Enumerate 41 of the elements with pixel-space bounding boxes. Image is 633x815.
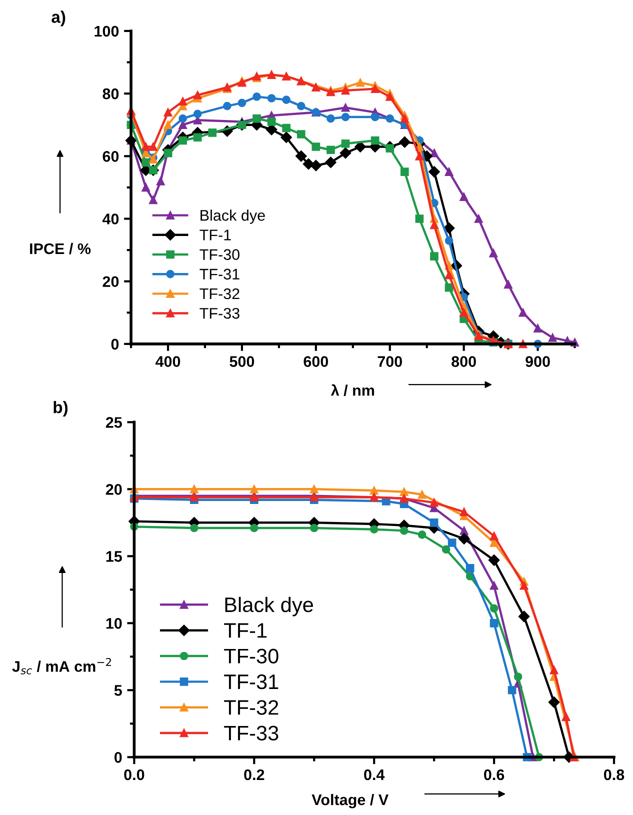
- legend-label: Black dye: [200, 210, 265, 224]
- text: b): [54, 401, 68, 417]
- y-axis-title: IPCE / %: [30, 242, 91, 254]
- y-tick-label: 10: [106, 618, 122, 629]
- x-tick-label: 500: [230, 356, 254, 367]
- x-axis-title: Voltage / V: [312, 794, 388, 808]
- y-tick-label: 20: [106, 484, 122, 495]
- y-tick-label: 80: [102, 88, 119, 100]
- legend-label: TF-31: [224, 674, 278, 690]
- y-tick-label: 25: [106, 417, 122, 428]
- legend-label: TF-32: [200, 288, 240, 300]
- y-tick-label: 0: [111, 338, 119, 350]
- y-tick-label: 15: [106, 551, 122, 562]
- legend-label: TF-30: [200, 249, 240, 260]
- legend-label: TF-33: [200, 308, 240, 319]
- x-tick-label: 0.4: [364, 769, 385, 780]
- y-tick-label: 0: [114, 752, 122, 763]
- legend-label: TF-30: [224, 648, 278, 664]
- y-tick-label: 100: [94, 26, 119, 37]
- legend-label: TF-1: [224, 623, 267, 638]
- y-tick-label: 60: [102, 151, 119, 162]
- text: a): [52, 10, 66, 26]
- x-tick-label: 800: [452, 356, 476, 367]
- x-tick-label: 0.6: [484, 769, 504, 780]
- legend-label: TF-31: [200, 268, 240, 280]
- y-axis-title: J$_{sc}$ / mA cm$^{−2}$: [12, 658, 111, 674]
- legend-label: TF-32: [224, 700, 278, 715]
- legend-label: Black dye: [225, 596, 313, 616]
- y-tick-label: 5: [114, 685, 122, 696]
- y-tick-label: 40: [102, 214, 119, 224]
- x-tick-label: 600: [304, 356, 328, 367]
- x-tick-label: 900: [526, 356, 550, 367]
- legend-label: TF-33: [224, 726, 278, 741]
- x-tick-label: 400: [155, 356, 180, 367]
- y-tick-label: 20: [102, 276, 119, 288]
- x-tick-label: 0.0: [124, 769, 144, 780]
- x-tick-label: 0.8: [604, 769, 624, 780]
- legend-label: TF-1: [200, 230, 231, 240]
- x-axis-title: λ / nm: [330, 384, 374, 396]
- x-tick-label: 700: [378, 356, 402, 367]
- x-tick-label: 0.2: [244, 769, 264, 780]
